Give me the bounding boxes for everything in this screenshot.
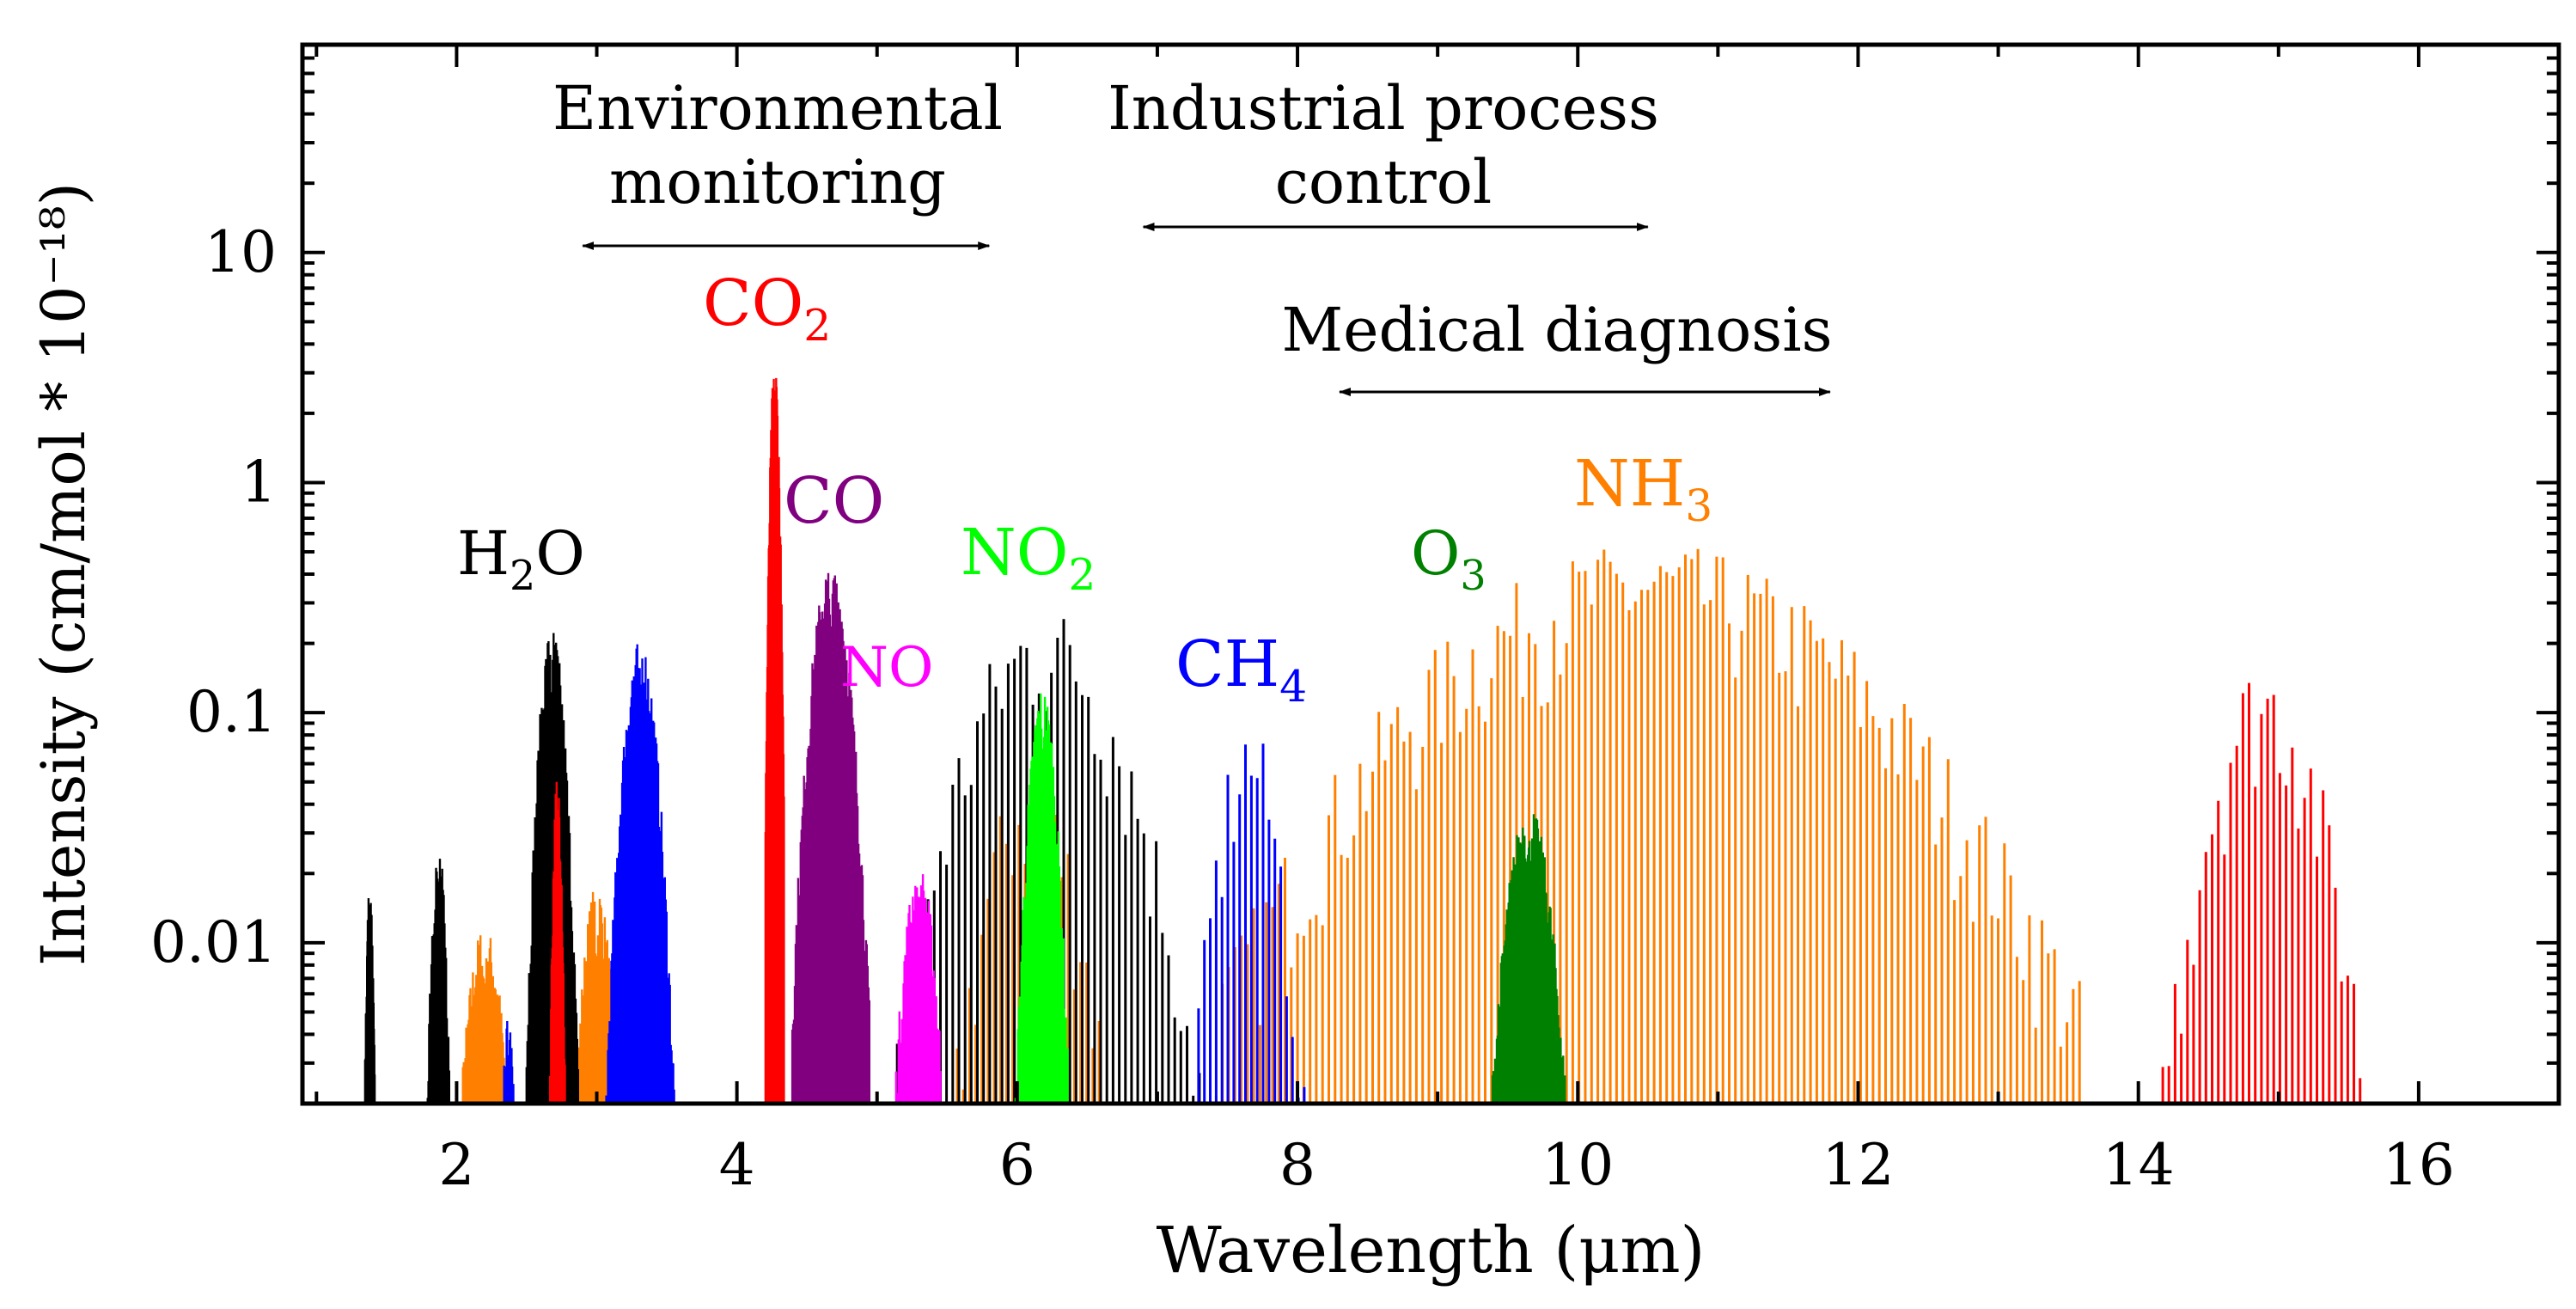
series-ch bbox=[503, 644, 1306, 1104]
series-label-co: CO2 bbox=[703, 266, 831, 351]
annotation-text: monitoring bbox=[609, 147, 946, 217]
x-tick-label: 14 bbox=[2103, 1132, 2175, 1198]
series-no bbox=[894, 874, 942, 1104]
series-label-o: O3 bbox=[1411, 518, 1486, 600]
y-tick-label: 0.1 bbox=[186, 679, 277, 745]
annotation-text: Medical diagnosis bbox=[1281, 295, 1832, 365]
y-tick-label: 10 bbox=[204, 219, 277, 285]
annotation-med: Medical diagnosis bbox=[1281, 295, 1833, 396]
x-tick-label: 2 bbox=[438, 1132, 474, 1198]
annotation-text: Environmental bbox=[552, 73, 1003, 144]
x-tick-label: 10 bbox=[1541, 1132, 1614, 1198]
series-co bbox=[791, 572, 870, 1104]
y-axis-label: Intensity (cm/mol * 10⁻¹⁸) bbox=[28, 182, 99, 966]
x-tick-label: 4 bbox=[719, 1132, 755, 1198]
series-label-co: CO bbox=[784, 464, 884, 538]
series-label-ho: H2O bbox=[457, 518, 585, 600]
annotation-text: control bbox=[1275, 147, 1492, 217]
series-co bbox=[549, 377, 2362, 1104]
x-tick-label: 16 bbox=[2383, 1132, 2455, 1198]
series-labels: H2O CO2 CO NO NO2 CH4 O3 NH3 bbox=[457, 266, 1712, 712]
x-tick-label: 6 bbox=[999, 1132, 1035, 1198]
x-tick-label: 12 bbox=[1822, 1132, 1894, 1198]
series-no bbox=[1014, 693, 1069, 1104]
x-axis-label: Wavelength (μm) bbox=[1157, 1214, 1706, 1288]
x-axis-ticks: 2 4 6 8 10 12 14 16 bbox=[314, 45, 2561, 1198]
y-tick-label: 0.01 bbox=[150, 909, 277, 976]
y-axis-ticks: 0.01 0.1 1 10 bbox=[150, 43, 2559, 1105]
y-tick-label: 1 bbox=[241, 449, 277, 515]
x-tick-label: 8 bbox=[1279, 1132, 1315, 1198]
series-label-nh: NH3 bbox=[1574, 447, 1712, 531]
series-o bbox=[1491, 814, 1566, 1104]
spectral-bands bbox=[363, 377, 2362, 1104]
annotation-text: Industrial process bbox=[1108, 73, 1659, 144]
series-label-no: NO bbox=[840, 636, 933, 700]
series-label-no: NO2 bbox=[961, 516, 1096, 600]
series-label-ch: CH4 bbox=[1175, 627, 1307, 712]
